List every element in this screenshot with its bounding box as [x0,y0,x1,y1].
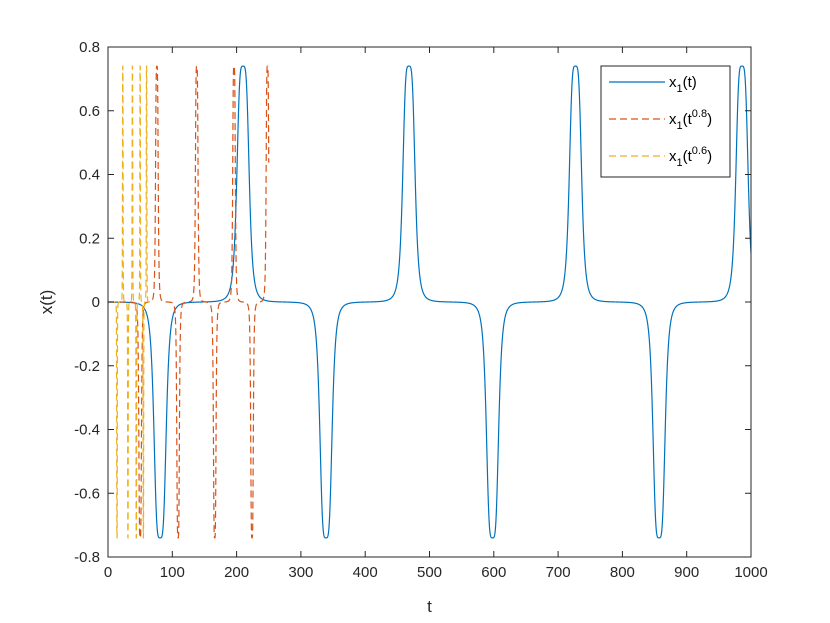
x-tick-label: 0 [104,564,112,581]
legend-label-2: x1(t0.8) [669,108,712,132]
legend-label-1: x1(t) [669,74,697,95]
legend-base: x [669,74,677,91]
legend-close: ) [707,111,712,128]
series-line-3 [108,65,151,539]
series-layer [108,65,751,539]
y-tick-label: 0.2 [79,230,100,247]
y-tick-label: -0.6 [74,485,100,502]
y-tick-label: 0.6 [79,103,100,120]
x-tick-label: 1000 [734,564,767,581]
legend-close: ) [707,148,712,165]
x-axis-label: t [427,597,432,616]
x-tick-label: 200 [224,564,249,581]
x-tick-label: 700 [546,564,571,581]
legend-label-3: x1(t0.6) [669,145,712,169]
legend-close: ) [692,74,697,91]
x-tick-label: 100 [160,564,185,581]
y-tick-label: -0.2 [74,358,100,375]
x-tick-label: 300 [288,564,313,581]
legend-open: (t [683,111,693,128]
x-tick-label: 400 [353,564,378,581]
y-tick-label: 0.4 [79,167,100,184]
legend-box [600,65,731,178]
y-axis-label: x(t) [37,290,56,315]
legend-base: x [669,148,677,165]
x-tick-label: 800 [610,564,635,581]
legend-base: x [669,111,677,128]
y-tick-label: 0.8 [79,39,100,56]
legend-subscript: 1 [677,120,683,132]
legend-open: (t [683,148,693,165]
x-tick-label: 900 [674,564,699,581]
x-tick-label: 600 [481,564,506,581]
axes-layer: 0 100 200 300 400 500 600 700 800 900 1000 -0.8 -0.6… [74,39,768,581]
legend-subscript: 1 [677,83,683,95]
legend-open: (t [683,74,693,91]
legend-superscript: 0.8 [692,108,707,120]
y-tick-label: -0.8 [74,549,100,566]
legend-subscript: 1 [677,157,683,169]
x-tick-label: 500 [417,564,442,581]
series-line-1 [108,65,751,539]
y-tick-label: 0 [92,294,100,311]
y-tick-label: -0.4 [74,422,100,439]
series-line-2 [108,65,270,539]
legend-superscript: 0.6 [692,145,707,157]
legend: x1(t)x1(t0.8)x1(t0.6) [600,65,731,178]
